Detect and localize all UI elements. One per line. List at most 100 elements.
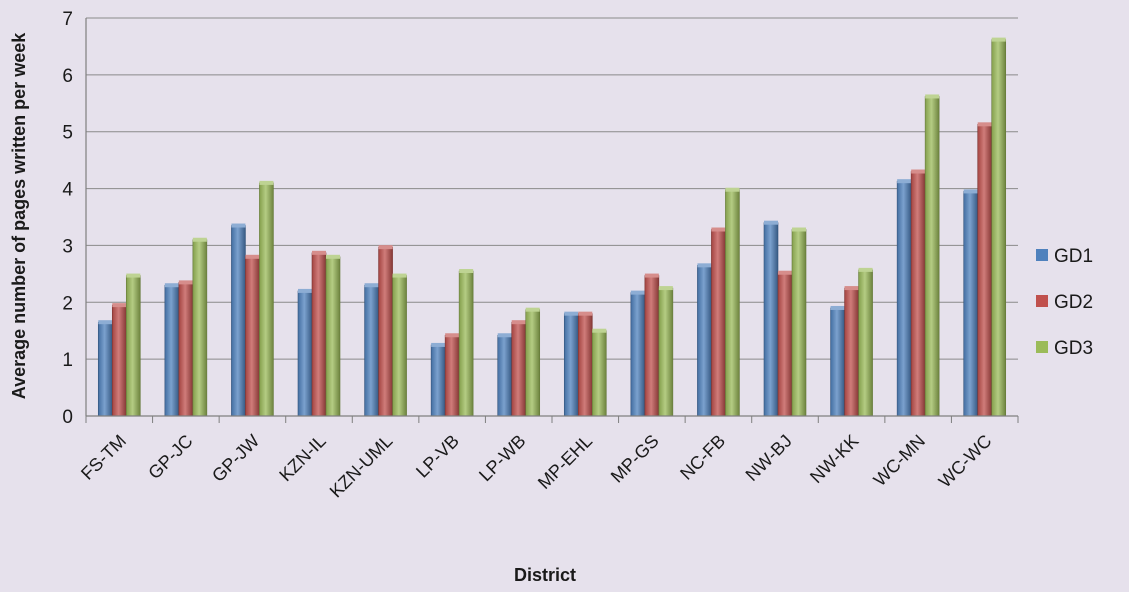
bar-gd1-lp-wb: [497, 334, 513, 417]
bar-gd2-mp-gs: [644, 275, 660, 417]
bar-top-cap: [112, 303, 127, 308]
legend: GD1 GD2 GD3: [1036, 246, 1093, 359]
bar-gd1-wc-wc: [963, 191, 979, 417]
x-tick-label: NW-BJ: [742, 431, 796, 485]
bar-top-cap: [858, 267, 873, 272]
bar-top-cap: [164, 283, 179, 288]
gridlines: [86, 17, 1018, 417]
y-tick-label: 2: [62, 293, 73, 314]
y-tick-label: 5: [62, 123, 73, 144]
bar-top-cap: [525, 307, 540, 312]
x-tick-label: KZN-UML: [326, 431, 397, 502]
bar-top-cap: [392, 273, 407, 278]
bar-gd2-wc-wc: [977, 124, 993, 417]
x-tick-label: GP-JC: [144, 431, 196, 483]
bar-top-cap: [497, 333, 512, 338]
bar-top-cap: [830, 305, 845, 310]
bar-top-cap: [126, 273, 141, 278]
bar-gd3-wc-mn: [924, 96, 940, 417]
x-axis-title: District: [514, 565, 576, 585]
bar-top-cap: [312, 250, 326, 255]
bar-gd3-wc-wc: [991, 39, 1007, 417]
y-tick-labels: 0 1 2 3 4 5 6 7: [62, 9, 73, 428]
y-tick-label: 1: [62, 350, 73, 371]
bar-top-cap: [725, 187, 740, 192]
bar-top-cap: [925, 94, 940, 99]
bar-gd3-kzn-il: [325, 256, 341, 417]
axes: [85, 18, 1019, 423]
bar-gd3-mp-gs: [658, 287, 674, 417]
x-tick-label: MP-GS: [607, 431, 663, 487]
bar-top-cap: [963, 189, 978, 194]
bar-gd1-kzn-il: [297, 290, 313, 417]
x-tick-label: NW-KK: [806, 431, 862, 487]
bar-top-cap: [459, 269, 474, 274]
bar-gd2-fs-tm: [111, 304, 127, 417]
legend-label-gd1: GD1: [1054, 246, 1093, 267]
bar-top-cap: [364, 283, 379, 288]
bar-top-cap: [511, 320, 526, 325]
legend-label-gd2: GD2: [1054, 292, 1093, 313]
bar-top-cap: [431, 342, 446, 347]
bar-gd1-nc-fb: [697, 265, 712, 417]
x-tick-label: GP-JW: [208, 431, 263, 486]
bar-gd1-gp-jc: [164, 284, 180, 417]
bar-top-cap: [192, 237, 207, 242]
bar-top-cap: [911, 169, 926, 174]
bar-top-cap: [564, 311, 579, 316]
bar-gd2-lp-vb: [444, 334, 460, 417]
bar-gd1-wc-mn: [896, 180, 912, 417]
bar-top-cap: [977, 122, 992, 127]
y-tick-label: 7: [62, 9, 73, 30]
bar-top-cap: [897, 179, 912, 184]
x-tick-label: LP-VB: [412, 431, 463, 482]
legend-swatch-gd2: [1036, 295, 1048, 307]
y-tick-label: 3: [62, 236, 73, 257]
bar-gd2-lp-wb: [511, 321, 527, 417]
bar-gd3-nc-fb: [725, 189, 740, 417]
bar-gd3-gp-jc: [192, 239, 208, 417]
bar-gd2-kzn-uml: [378, 246, 393, 417]
bar-top-cap: [697, 263, 712, 268]
bar-top-cap: [991, 37, 1006, 42]
bar-top-cap: [630, 290, 645, 295]
bar-gd3-nw-bj: [791, 229, 807, 417]
bar-top-cap: [844, 286, 859, 291]
y-tick-label: 4: [62, 180, 73, 201]
bar-gd2-nw-kk: [844, 287, 859, 417]
bar-top-cap: [378, 245, 393, 250]
bar-top-cap: [578, 311, 593, 316]
bar-gd2-gp-jc: [178, 282, 194, 417]
bar-top-cap: [764, 220, 778, 225]
bar-gd2-nc-fb: [711, 229, 726, 417]
bar-gd3-kzn-uml: [392, 275, 407, 417]
bar-gd2-nw-bj: [777, 272, 793, 417]
bar-gd2-wc-mn: [910, 171, 926, 417]
bar-gd1-mp-gs: [630, 292, 646, 417]
bar-gd2-gp-jw: [245, 256, 260, 417]
y-tick-label: 0: [62, 407, 73, 428]
bar-gd1-fs-tm: [97, 321, 113, 417]
bar-gd3-fs-tm: [125, 275, 141, 417]
x-tick-label: KZN-IL: [275, 431, 329, 485]
bars: [97, 37, 1007, 417]
bar-gd1-nw-kk: [830, 307, 845, 417]
bar-gd3-nw-kk: [858, 269, 873, 417]
bar-top-cap: [778, 270, 792, 275]
bar-top-cap: [259, 180, 274, 185]
bar-gd3-mp-ehl: [591, 330, 607, 417]
bar-top-cap: [98, 320, 113, 325]
bar-gd1-lp-vb: [430, 344, 446, 417]
bar-top-cap: [245, 254, 260, 259]
x-tick-label: FS-TM: [77, 431, 130, 484]
legend-swatch-gd1: [1036, 249, 1048, 261]
x-tick-label: MP-EHL: [534, 431, 596, 493]
x-tick-label: WC-MN: [870, 431, 929, 490]
bar-gd1-gp-jw: [231, 225, 246, 417]
bar-gd3-gp-jw: [259, 182, 274, 417]
bar-top-cap: [298, 288, 312, 293]
bar-gd3-lp-wb: [525, 309, 541, 417]
bar-gd1-nw-bj: [763, 222, 779, 417]
